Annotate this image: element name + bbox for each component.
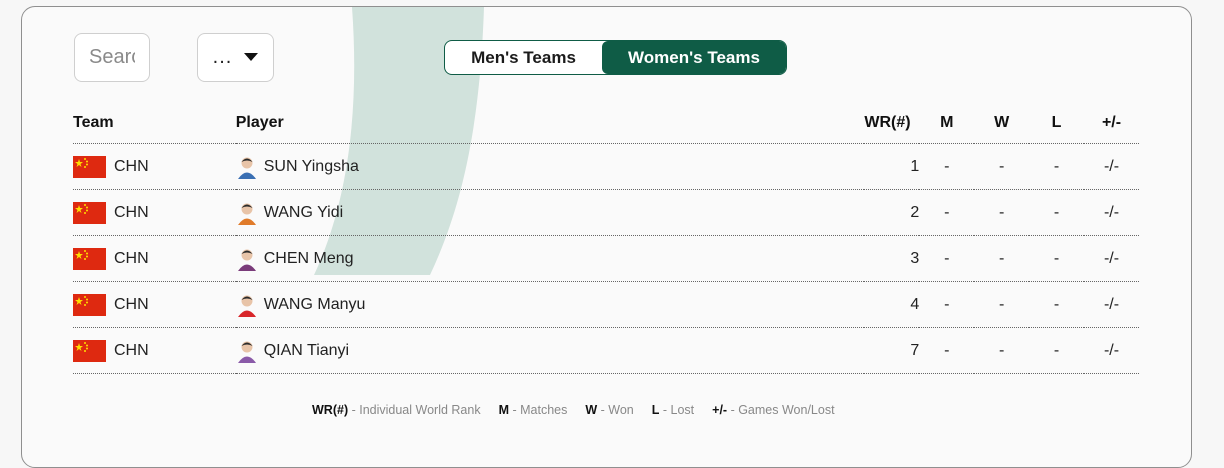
china-flag-icon [73,293,106,316]
games-diff-cell: -/- [1084,235,1139,282]
team-code: CHN [114,295,149,313]
player-avatar-icon [237,249,256,271]
won-cell: - [974,235,1030,282]
player-cell[interactable]: SUN Yingsha [235,143,865,190]
china-flag-icon [73,155,106,178]
wr-cell: 7 [864,327,920,374]
caret-down-icon [244,53,259,61]
player-avatar-icon [237,341,256,363]
header-matches[interactable]: M [919,103,975,144]
header-games-diff[interactable]: +/- [1084,103,1139,144]
matches-cell: - [919,327,975,374]
player-name: SUN Yingsha [263,157,359,175]
team-toggle: Men's Teams Women's Teams [444,40,787,75]
won-cell: - [974,327,1030,374]
player-cell[interactable]: CHEN Meng [235,235,865,282]
lost-cell: - [1029,281,1085,328]
wr-cell: 4 [864,281,920,328]
tab-womens-teams[interactable]: Women's Teams [602,41,786,74]
matches-cell: - [919,189,975,236]
player-name: WANG Manyu [263,295,366,313]
legend-l-text: - Lost [659,403,695,417]
dropdown-value: ... [212,46,233,68]
lost-cell: - [1029,327,1085,374]
player-cell[interactable]: WANG Manyu [235,281,865,328]
legend-w-text: - Won [597,403,634,417]
header-team[interactable]: Team [73,103,236,144]
player-avatar-icon [237,157,256,179]
table-row[interactable]: CHN QIAN Tianyi 7 - - - -/- [73,327,1139,374]
lost-cell: - [1029,143,1085,190]
won-cell: - [974,143,1030,190]
player-name: CHEN Meng [263,249,354,267]
legend-m-text: - Matches [509,403,568,417]
table-row[interactable]: CHN SUN Yingsha 1 - - - -/- [73,143,1139,190]
header-player[interactable]: Player [235,103,865,144]
lost-cell: - [1029,235,1085,282]
legend-wr-key: WR(#) [312,403,349,417]
rankings-table: Team Player WR(#) M W L +/- CHN SUN Ying… [73,103,1139,374]
team-code: CHN [114,157,149,175]
table-row[interactable]: CHN CHEN Meng 3 - - - -/- [73,235,1139,282]
header-won[interactable]: W [974,103,1030,144]
legend-wr-text: - Individual World Rank [348,403,481,417]
filter-dropdown[interactable]: ... [197,33,274,82]
legend-pm-key: +/- [712,403,728,417]
team-cell: CHN [73,143,236,190]
won-cell: - [974,281,1030,328]
team-cell: CHN [73,327,236,374]
table-header-row: Team Player WR(#) M W L +/- [73,103,1139,144]
header-wr[interactable]: WR(#) [864,103,920,144]
matches-cell: - [919,281,975,328]
tab-mens-teams[interactable]: Men's Teams [471,47,576,67]
legend-pm-text: - Games Won/Lost [727,403,835,417]
header-lost[interactable]: L [1029,103,1085,144]
team-code: CHN [114,249,149,267]
team-cell: CHN [73,235,236,282]
team-cell: CHN [73,281,236,328]
player-name: WANG Yidi [263,203,344,221]
games-diff-cell: -/- [1084,143,1139,190]
legend-m-key: M [498,403,509,417]
lost-cell: - [1029,189,1085,236]
rankings-card: ... Men's Teams Women's Teams Team Playe… [21,6,1192,468]
matches-cell: - [919,235,975,282]
china-flag-icon [73,201,106,224]
team-cell: CHN [73,189,236,236]
player-avatar-icon [237,295,256,317]
games-diff-cell: -/- [1084,281,1139,328]
player-avatar-icon [237,203,256,225]
games-diff-cell: -/- [1084,327,1139,374]
table-row[interactable]: CHN WANG Yidi 2 - - - -/- [73,189,1139,236]
team-code: CHN [114,203,149,221]
matches-cell: - [919,143,975,190]
legend-l-key: L [651,403,660,417]
games-diff-cell: -/- [1084,189,1139,236]
china-flag-icon [73,339,106,362]
search-input[interactable] [74,33,150,82]
wr-cell: 3 [864,235,920,282]
table-legend: WR(#) - Individual World Rank M - Matches… [312,403,835,417]
wr-cell: 2 [864,189,920,236]
team-code: CHN [114,341,149,359]
china-flag-icon [73,247,106,270]
table-row[interactable]: CHN WANG Manyu 4 - - - -/- [73,281,1139,328]
won-cell: - [974,189,1030,236]
player-name: QIAN Tianyi [263,341,350,359]
wr-cell: 1 [864,143,920,190]
player-cell[interactable]: WANG Yidi [235,189,865,236]
legend-w-key: W [585,403,598,417]
player-cell[interactable]: QIAN Tianyi [235,327,865,374]
